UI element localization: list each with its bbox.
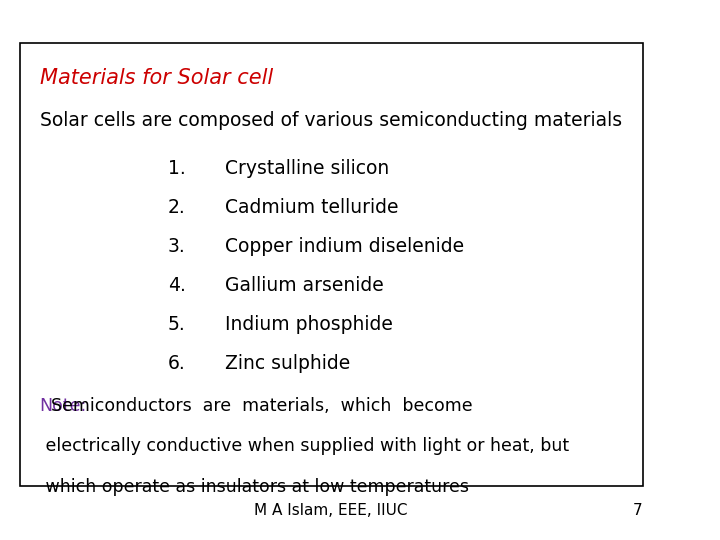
Text: 6.: 6.: [168, 354, 186, 373]
Text: 7: 7: [633, 503, 642, 518]
Text: 4.: 4.: [168, 276, 186, 295]
Text: 5.: 5.: [168, 315, 186, 334]
Text: 2.: 2.: [168, 198, 186, 217]
Text: Crystalline silicon: Crystalline silicon: [225, 159, 390, 178]
Text: electrically conductive when supplied with light or heat, but: electrically conductive when supplied wi…: [40, 437, 569, 455]
Text: Cadmium telluride: Cadmium telluride: [225, 198, 399, 217]
Text: Solar cells are composed of various semiconducting materials: Solar cells are composed of various semi…: [40, 111, 622, 130]
Text: Copper indium diselenide: Copper indium diselenide: [225, 237, 464, 256]
Text: Note:: Note:: [40, 397, 87, 415]
Text: Semiconductors  are  materials,  which  become: Semiconductors are materials, which beco…: [40, 397, 472, 415]
Text: Zinc sulphide: Zinc sulphide: [225, 354, 351, 373]
Text: which operate as insulators at low temperatures: which operate as insulators at low tempe…: [40, 478, 469, 496]
Text: M A Islam, EEE, IIUC: M A Islam, EEE, IIUC: [254, 503, 408, 518]
Text: Materials for Solar cell: Materials for Solar cell: [40, 68, 273, 87]
Text: 3.: 3.: [168, 237, 186, 256]
FancyBboxPatch shape: [20, 43, 642, 486]
Text: 1.: 1.: [168, 159, 186, 178]
Text: Gallium arsenide: Gallium arsenide: [225, 276, 384, 295]
Text: Indium phosphide: Indium phosphide: [225, 315, 393, 334]
